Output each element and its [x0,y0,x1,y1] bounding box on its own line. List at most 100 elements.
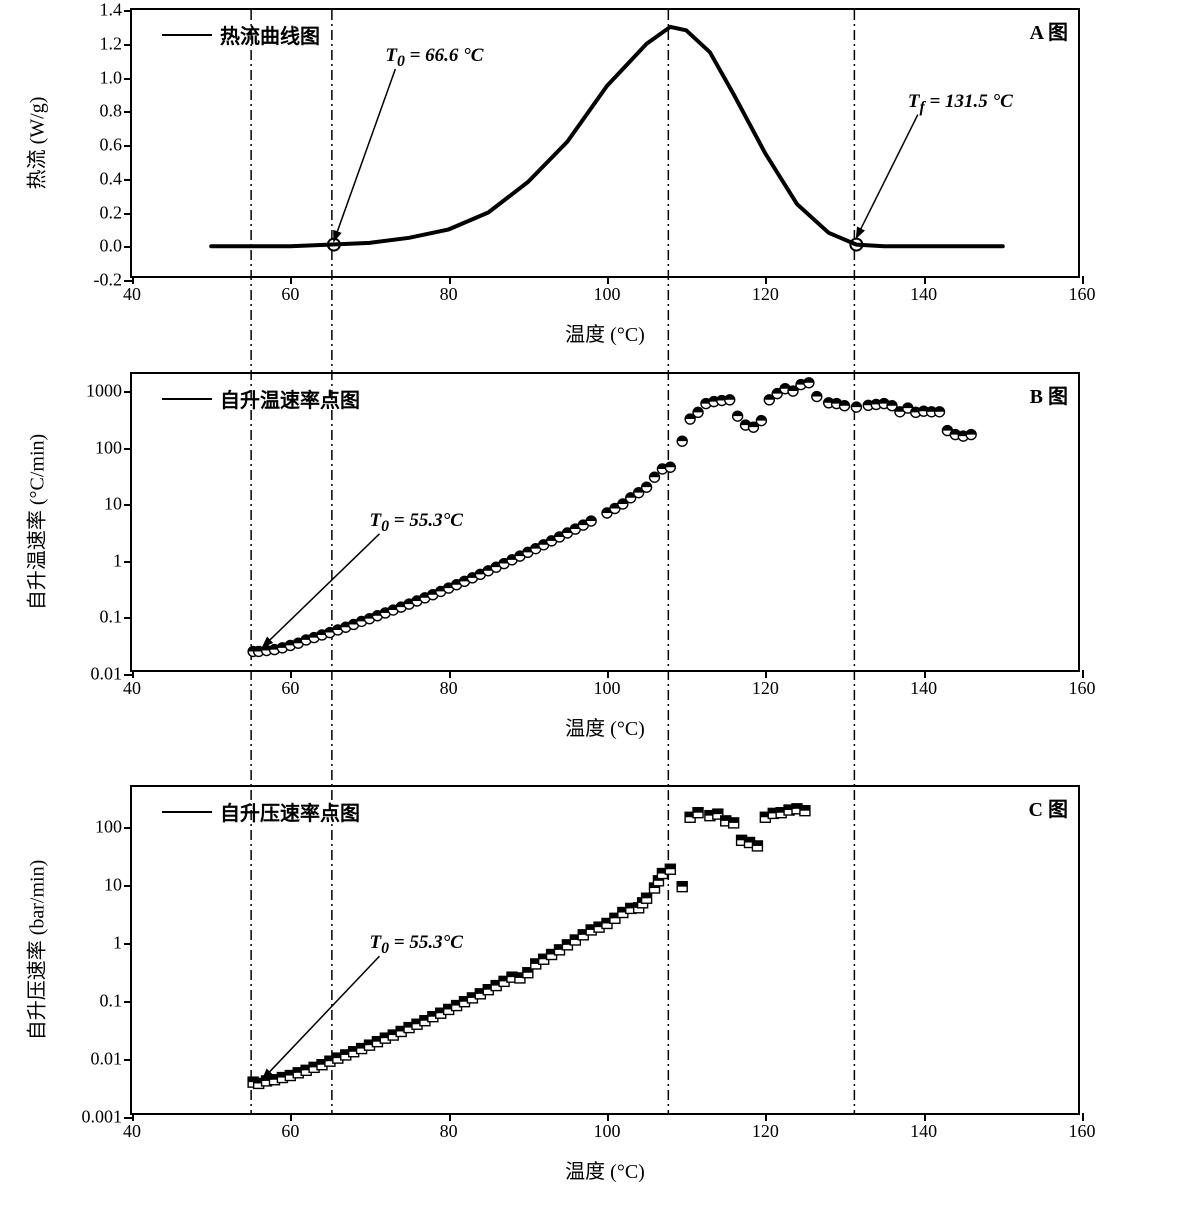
data-point [911,407,921,417]
x-tick-label: 60 [281,1121,299,1142]
y-tick [124,1001,132,1003]
data-point [539,954,549,964]
data-point [705,811,715,821]
y-axis-label: 热流 (W/g) [21,97,50,190]
x-tick-label: 120 [752,678,779,699]
data-point [780,384,790,394]
data-point [745,838,755,848]
data-point [341,622,351,632]
data-point [602,918,612,928]
x-tick [607,1113,609,1121]
panel-title: A 图 [1030,16,1068,45]
data-point [642,482,652,492]
y-tick-label: 0.6 [100,135,123,156]
data-point [380,608,390,618]
y-tick [124,280,132,282]
y-axis-label: 自升温速率 (°C/min) [21,434,50,610]
annotation-label: Tf = 131.5 °C [908,91,1013,117]
data-point [634,488,644,498]
y-tick-label: 1000 [86,381,122,402]
data-point [737,835,747,845]
x-tick-label: 80 [440,284,458,305]
panel-c: 4060801001201401600.0010.010.1110100温度 (… [130,785,1080,1115]
annotation-label: T0 = 66.6 °C [385,45,483,71]
data-point [444,1004,454,1014]
legend: 热流曲线图 [162,20,320,49]
data-point [812,392,822,402]
x-axis-label: 温度 (°C) [565,712,645,741]
y-tick-label: 1 [113,933,122,954]
data-point [388,1030,398,1040]
panel-title: B 图 [1030,380,1068,409]
data-point [693,808,703,818]
data-point [515,973,525,983]
x-tick [1082,276,1084,284]
data-point [357,1044,367,1054]
y-tick-label: 1.0 [100,67,123,88]
y-tick-label: 0.01 [91,664,123,685]
data-point [277,643,287,653]
data-point [349,619,359,629]
y-tick [124,561,132,563]
annotation-arrow [334,69,395,241]
data-point [404,1023,414,1033]
data-point [919,406,929,416]
data-point [788,386,798,396]
x-tick-label: 120 [752,1121,779,1142]
x-tick-label: 100 [594,678,621,699]
data-point [539,540,549,550]
data-point [602,508,612,518]
data-point [887,401,897,411]
data-point [562,940,572,950]
data-point [507,972,517,982]
data-point [285,640,295,650]
y-tick-label: 10 [104,875,122,896]
y-tick [124,111,132,113]
data-point [764,395,774,405]
data-point [840,401,850,411]
y-tick [124,674,132,676]
data-point [895,407,905,417]
data-point [254,646,264,656]
data-point [570,935,580,945]
y-tick-label: 100 [95,817,122,838]
data-point [618,908,628,918]
data-point [317,630,327,640]
y-tick [124,827,132,829]
data-point [610,504,620,514]
data-point [570,524,580,534]
y-tick-label: 100 [95,437,122,458]
data-point [452,1001,462,1011]
data-point [404,599,414,609]
data-point [491,981,501,991]
legend: 自升温速率点图 [162,384,360,413]
y-tick [124,44,132,46]
data-point [420,1016,430,1026]
data-point [792,804,802,814]
y-tick [124,179,132,181]
data-point [309,633,319,643]
x-tick [449,1113,451,1121]
data-point [618,499,628,509]
data-point [935,407,945,417]
x-tick [765,670,767,678]
x-tick-label: 100 [594,1121,621,1142]
annotation-arrow [263,956,380,1079]
x-tick [924,276,926,284]
data-point [396,602,406,612]
data-point [380,1033,390,1043]
data-point [653,876,663,886]
data-point [942,426,952,436]
y-tick [124,145,132,147]
legend-line-icon [162,398,212,400]
data-point [428,590,438,600]
y-tick-label: 0.2 [100,202,123,223]
panel-a: 406080100120140160-0.20.00.20.40.60.81.0… [130,8,1080,278]
data-point [642,893,652,903]
data-point [586,516,596,526]
data-point [349,1047,359,1057]
y-tick [124,78,132,80]
annotation-ring-icon [328,239,340,251]
legend-label: 自升压速率点图 [220,797,360,826]
data-point [388,605,398,615]
